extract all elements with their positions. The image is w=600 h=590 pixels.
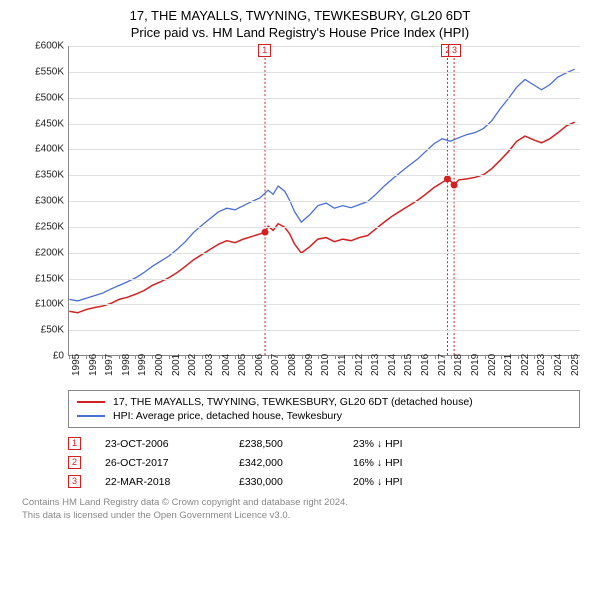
gridline <box>69 253 580 254</box>
y-axis-label: £300K <box>20 196 64 207</box>
footer-attribution: Contains HM Land Registry data © Crown c… <box>22 497 580 523</box>
event-dot <box>262 229 269 236</box>
title-block: 17, THE MAYALLS, TWYNING, TEWKESBURY, GL… <box>10 8 590 40</box>
gridline <box>69 72 580 73</box>
title-subtitle: Price paid vs. HM Land Registry's House … <box>10 25 590 40</box>
y-axis-label: £600K <box>20 41 64 52</box>
y-axis-label: £500K <box>20 92 64 103</box>
event-diff: 23% ↓ HPI <box>353 438 403 450</box>
event-marker-box: 3 <box>448 44 461 57</box>
event-price: £330,000 <box>239 476 329 488</box>
footer-line2: This data is licensed under the Open Gov… <box>22 510 580 523</box>
y-axis-label: £250K <box>20 221 64 232</box>
plot-region: 123 <box>68 46 580 356</box>
gridline <box>69 201 580 202</box>
series-hpi <box>69 69 574 301</box>
x-tick <box>69 355 70 359</box>
y-axis-label: £350K <box>20 170 64 181</box>
legend-label: 17, THE MAYALLS, TWYNING, TEWKESBURY, GL… <box>113 396 473 408</box>
series-property <box>69 122 574 313</box>
legend-swatch <box>77 415 105 417</box>
event-marker-box: 1 <box>258 44 271 57</box>
event-dot <box>444 175 451 182</box>
y-axis-label: £100K <box>20 299 64 310</box>
gridline <box>69 175 580 176</box>
event-row: 3 22-MAR-2018 £330,000 20% ↓ HPI <box>68 472 580 491</box>
y-axis-label: £550K <box>20 66 64 77</box>
gridline <box>69 46 580 47</box>
gridline <box>69 98 580 99</box>
gridline <box>69 227 580 228</box>
y-axis-label: £200K <box>20 247 64 258</box>
legend-row: 17, THE MAYALLS, TWYNING, TEWKESBURY, GL… <box>77 395 571 409</box>
event-price: £342,000 <box>239 457 329 469</box>
y-axis-label: £450K <box>20 118 64 129</box>
legend-label: HPI: Average price, detached house, Tewk… <box>113 410 342 422</box>
x-axis-label: 2025 <box>570 354 598 376</box>
event-row: 2 26-OCT-2017 £342,000 16% ↓ HPI <box>68 453 580 472</box>
title-address: 17, THE MAYALLS, TWYNING, TEWKESBURY, GL… <box>10 8 590 23</box>
gridline <box>69 304 580 305</box>
legend-swatch <box>77 401 105 403</box>
chart-area: 123 £0 £50K £100K £150K £200K £250K £300K £350K… <box>20 46 580 386</box>
event-diff: 20% ↓ HPI <box>353 476 403 488</box>
event-number-box: 1 <box>68 437 81 450</box>
chart-container: 17, THE MAYALLS, TWYNING, TEWKESBURY, GL… <box>0 0 600 590</box>
event-number-box: 2 <box>68 456 81 469</box>
y-axis-label: £50K <box>20 325 64 336</box>
event-price: £238,500 <box>239 438 329 450</box>
event-row: 1 23-OCT-2006 £238,500 23% ↓ HPI <box>68 434 580 453</box>
gridline <box>69 330 580 331</box>
y-axis-label: £0 <box>20 351 64 362</box>
event-table: 1 23-OCT-2006 £238,500 23% ↓ HPI 2 26-OCT-201… <box>68 434 580 491</box>
event-dot <box>451 182 458 189</box>
y-axis-label: £400K <box>20 144 64 155</box>
event-diff: 16% ↓ HPI <box>353 457 403 469</box>
legend-row: HPI: Average price, detached house, Tewk… <box>77 409 571 423</box>
event-date: 26-OCT-2017 <box>105 457 215 469</box>
gridline <box>69 124 580 125</box>
event-date: 22-MAR-2018 <box>105 476 215 488</box>
legend: 17, THE MAYALLS, TWYNING, TEWKESBURY, GL… <box>68 390 580 428</box>
footer-line1: Contains HM Land Registry data © Crown c… <box>22 497 580 510</box>
event-date: 23-OCT-2006 <box>105 438 215 450</box>
y-axis-label: £150K <box>20 273 64 284</box>
event-number-box: 3 <box>68 475 81 488</box>
gridline <box>69 149 580 150</box>
gridline <box>69 279 580 280</box>
